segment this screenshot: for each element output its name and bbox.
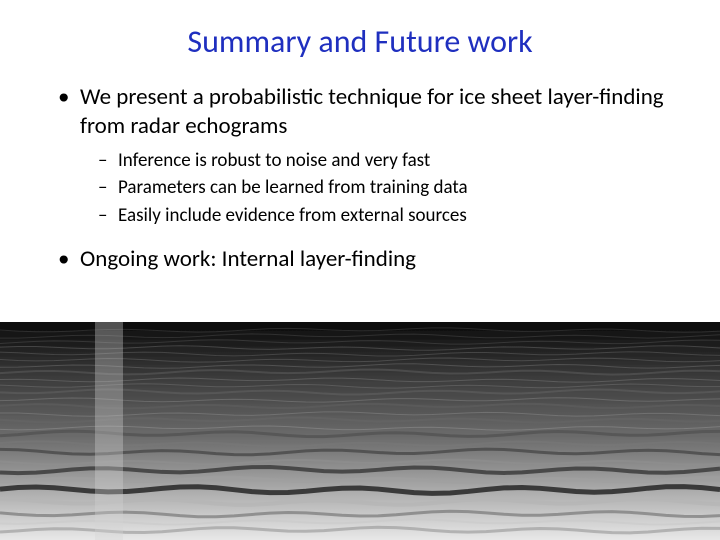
bullet-1-sub-3: Easily include evidence from external so… — [98, 204, 680, 229]
bullet-1-sub-1: Inference is robust to noise and very fa… — [98, 149, 680, 174]
radar-echogram-image — [0, 322, 720, 540]
bullet-1: We present a probabilistic technique for… — [58, 83, 680, 141]
bullet-1-subgroup: Inference is robust to noise and very fa… — [40, 149, 680, 229]
slide-title: Summary and Future work — [40, 22, 680, 61]
echogram-bright-streak — [95, 322, 123, 540]
bullet-1-sub-2: Parameters can be learned from training … — [98, 176, 680, 201]
bullet-2: Ongoing work: Internal layer-finding — [58, 245, 680, 274]
